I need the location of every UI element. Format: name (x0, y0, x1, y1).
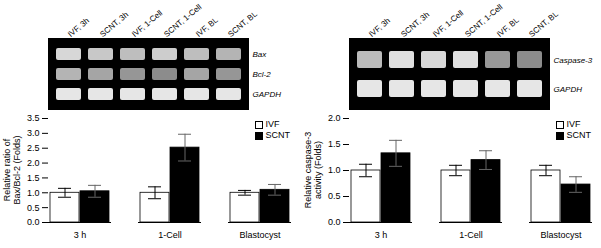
svg-text:1-Cell: 1-Cell (158, 230, 182, 240)
svg-text:3 h: 3 h (74, 230, 87, 240)
svg-text:Blastocyst: Blastocyst (239, 230, 281, 240)
svg-text:1-Cell: 1-Cell (459, 230, 483, 240)
svg-text:IVF, 1-Cell: IVF, 1-Cell (431, 8, 465, 39)
svg-text:GAPDH: GAPDH (554, 85, 583, 94)
html-text:Relative caspase-3 activity (F: Relative caspase-3 activity (Folds) (303, 131, 323, 209)
svg-text:0.5: 0.5 (328, 191, 341, 201)
svg-text:1.5: 1.5 (328, 139, 341, 149)
svg-text:IVF, BL: IVF, BL (194, 15, 220, 39)
html-text:SCNT: SCNT (265, 130, 290, 140)
html-text:IVF: IVF (566, 119, 581, 129)
svg-text:SCNT, 3h: SCNT, 3h (399, 10, 431, 39)
svg-text:IVF, 1-Cell: IVF, 1-Cell (130, 8, 164, 39)
svg-text:1.0: 1.0 (328, 165, 341, 175)
svg-text:0.0: 0.0 (27, 217, 40, 227)
svg-text:2.0: 2.0 (27, 158, 40, 168)
svg-text:Bax: Bax (253, 50, 268, 59)
svg-text:Caspase-3: Caspase-3 (554, 56, 593, 65)
html-text:IVF: IVF (265, 119, 280, 129)
svg-text:1.5: 1.5 (27, 173, 40, 183)
html-text:Relative ratio of Bax/Bcl-2 (F: Relative ratio of Bax/Bcl-2 (Folds) (2, 135, 22, 205)
svg-text:0.5: 0.5 (27, 203, 40, 213)
svg-text:Blastocyst: Blastocyst (540, 230, 582, 240)
svg-text:3.5: 3.5 (27, 113, 40, 123)
svg-text:SCNT, BL: SCNT, BL (226, 9, 259, 39)
svg-text:SCNT, 1-Cell: SCNT, 1-Cell (463, 2, 505, 39)
svg-text:IVF, 3h: IVF, 3h (367, 16, 392, 39)
svg-text:1.0: 1.0 (27, 188, 40, 198)
svg-text:3.0: 3.0 (27, 128, 40, 138)
svg-text:SCNT, 3h: SCNT, 3h (98, 10, 130, 39)
svg-text:2.0: 2.0 (328, 113, 341, 123)
svg-text:Bcl-2: Bcl-2 (253, 70, 272, 79)
svg-text:2.5: 2.5 (27, 143, 40, 153)
svg-text:3 h: 3 h (375, 230, 388, 240)
svg-text:IVF, BL: IVF, BL (495, 15, 521, 39)
html-text:SCNT: SCNT (566, 130, 591, 140)
svg-text:SCNT, 1-Cell: SCNT, 1-Cell (162, 2, 204, 39)
svg-text:GAPDH: GAPDH (253, 90, 282, 99)
svg-text:IVF, 3h: IVF, 3h (66, 16, 91, 39)
svg-text:SCNT, BL: SCNT, BL (527, 9, 560, 39)
svg-text:0.0: 0.0 (328, 217, 341, 227)
